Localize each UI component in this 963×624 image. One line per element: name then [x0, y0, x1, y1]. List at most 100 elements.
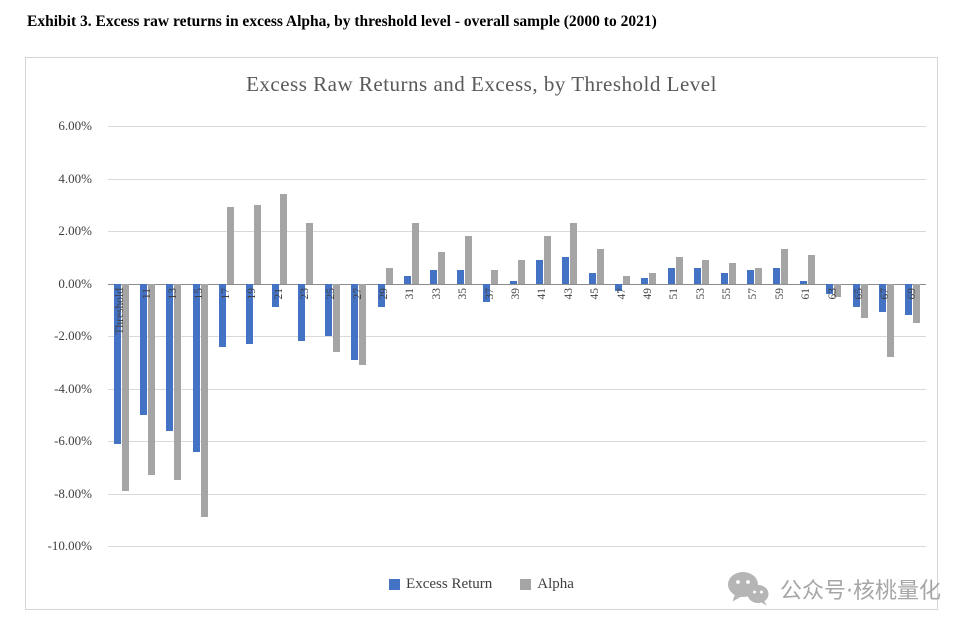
- legend-swatch-alpha: [520, 579, 532, 590]
- y-tick-label: 0.00%: [58, 275, 92, 291]
- bar-alpha: [174, 283, 182, 481]
- bar-excess-return: [773, 267, 781, 284]
- watermark-text: 公众号·核桃量化: [780, 579, 941, 604]
- bar-excess-return: [746, 270, 754, 284]
- bar-alpha: [913, 283, 921, 323]
- bar-excess-return: [219, 283, 227, 347]
- bar-alpha: [385, 267, 393, 284]
- bar-alpha: [306, 223, 314, 284]
- bar-alpha: [728, 262, 736, 284]
- bar-excess-return: [562, 257, 570, 284]
- y-tick-label: -10.00%: [47, 538, 92, 553]
- chart-title: Excess Raw Returns and Excess, by Thresh…: [246, 72, 717, 96]
- y-tick-label: -8.00%: [54, 485, 92, 501]
- bar-excess-return: [615, 283, 623, 292]
- bar-alpha: [781, 249, 789, 284]
- bar-alpha: [543, 236, 551, 284]
- bar-alpha: [121, 283, 129, 491]
- bar-excess-return: [298, 283, 306, 342]
- x-tick-label: 69: [905, 287, 918, 300]
- bar-alpha: [649, 273, 657, 284]
- bar-excess-return: [799, 280, 807, 284]
- x-tick-label: 49: [641, 287, 654, 300]
- x-tick-label: 41: [536, 287, 549, 300]
- bar-alpha: [359, 283, 367, 365]
- x-tick-label: 55: [721, 287, 734, 300]
- x-tick-label: 37: [483, 287, 496, 300]
- bar-excess-return: [140, 283, 148, 415]
- gridline: [108, 546, 926, 547]
- gridline: [108, 178, 926, 180]
- bar-excess-return: [641, 278, 649, 284]
- x-tick-label: 23: [298, 287, 311, 300]
- gridline: [108, 441, 926, 442]
- bar-alpha: [253, 204, 261, 284]
- gridline: [108, 336, 926, 337]
- chart-card: Excess Raw Returns and Excess, by Thresh…: [25, 57, 938, 610]
- bar-excess-return: [403, 275, 411, 284]
- bar-alpha: [200, 283, 208, 518]
- bar-excess-return: [192, 283, 200, 452]
- legend-item-alpha: Alpha: [520, 576, 574, 593]
- bar-excess-return: [430, 270, 438, 284]
- bar-alpha: [886, 283, 894, 357]
- bar-alpha: [754, 267, 762, 284]
- y-tick-label: 2.00%: [58, 223, 92, 238]
- x-tick-label: 61: [800, 287, 813, 300]
- x-tick-label: 57: [747, 287, 760, 300]
- bar-alpha: [411, 223, 419, 284]
- bar-excess-return: [852, 283, 860, 308]
- plot-area: Threshold 11 13 15 17 19 21 23 25 27 29 31 33 35 37 39 4…: [108, 126, 926, 547]
- y-tick-label: -6.00%: [54, 433, 92, 448]
- legend-swatch-excess-return: [389, 579, 401, 590]
- bar-alpha: [148, 283, 156, 476]
- bar-excess-return: [588, 273, 596, 284]
- bar-alpha: [807, 254, 815, 284]
- x-tick-label: 17: [219, 287, 232, 300]
- x-tick-label: 15: [193, 287, 206, 300]
- bar-excess-return: [456, 270, 464, 284]
- watermark: 公众号·核桃量化: [726, 570, 941, 608]
- gridline: [108, 493, 926, 495]
- bar-alpha: [675, 257, 683, 284]
- bar-excess-return: [483, 283, 491, 302]
- y-tick-label: -2.00%: [54, 328, 92, 343]
- bar-alpha: [834, 283, 842, 297]
- exhibit-heading: Exhibit 3. Excess raw returns in excess …: [27, 13, 657, 30]
- x-tick-label: Threshold: [114, 287, 127, 335]
- bar-alpha: [438, 252, 446, 284]
- y-axis-labels: 6.00% 4.00% 2.00% 0.00% -2.00% -4.00% -6.00% -8…: [26, 118, 100, 553]
- x-tick-label: 59: [773, 287, 786, 300]
- x-tick-label: 43: [562, 287, 575, 300]
- x-tick-label: 27: [351, 287, 364, 300]
- bar-excess-return: [535, 259, 543, 284]
- bar-excess-return: [245, 283, 253, 344]
- bar-excess-return: [826, 283, 834, 294]
- x-tick-label: 39: [510, 287, 522, 300]
- bar-excess-return: [377, 283, 385, 308]
- gridline: [108, 388, 926, 390]
- bar-excess-return: [324, 283, 332, 336]
- bar-excess-return: [166, 283, 174, 431]
- bar-excess-return: [878, 283, 886, 313]
- gridline: [108, 126, 926, 127]
- x-tick-label: 65: [853, 287, 866, 300]
- legend-label-excess-return: Excess Return: [406, 576, 493, 592]
- x-tick-label: 29: [378, 287, 391, 300]
- x-tick-label: 67: [879, 287, 892, 300]
- wechat-icon: [726, 570, 770, 608]
- bar-alpha: [860, 283, 868, 318]
- bar-alpha: [464, 236, 472, 284]
- bar-alpha: [332, 283, 340, 352]
- bar-alpha: [623, 275, 631, 284]
- x-tick-label: 53: [694, 287, 707, 300]
- chart-legend: Excess Return Alpha: [26, 576, 937, 593]
- x-tick-label: 25: [325, 287, 338, 300]
- y-tick-label: 4.00%: [58, 170, 92, 186]
- legend-item-excess-return: Excess Return: [389, 576, 492, 593]
- x-tick-label: 45: [589, 287, 602, 300]
- bar-excess-return: [272, 283, 280, 308]
- y-tick-label: 6.00%: [58, 118, 92, 133]
- bar-alpha: [227, 207, 235, 284]
